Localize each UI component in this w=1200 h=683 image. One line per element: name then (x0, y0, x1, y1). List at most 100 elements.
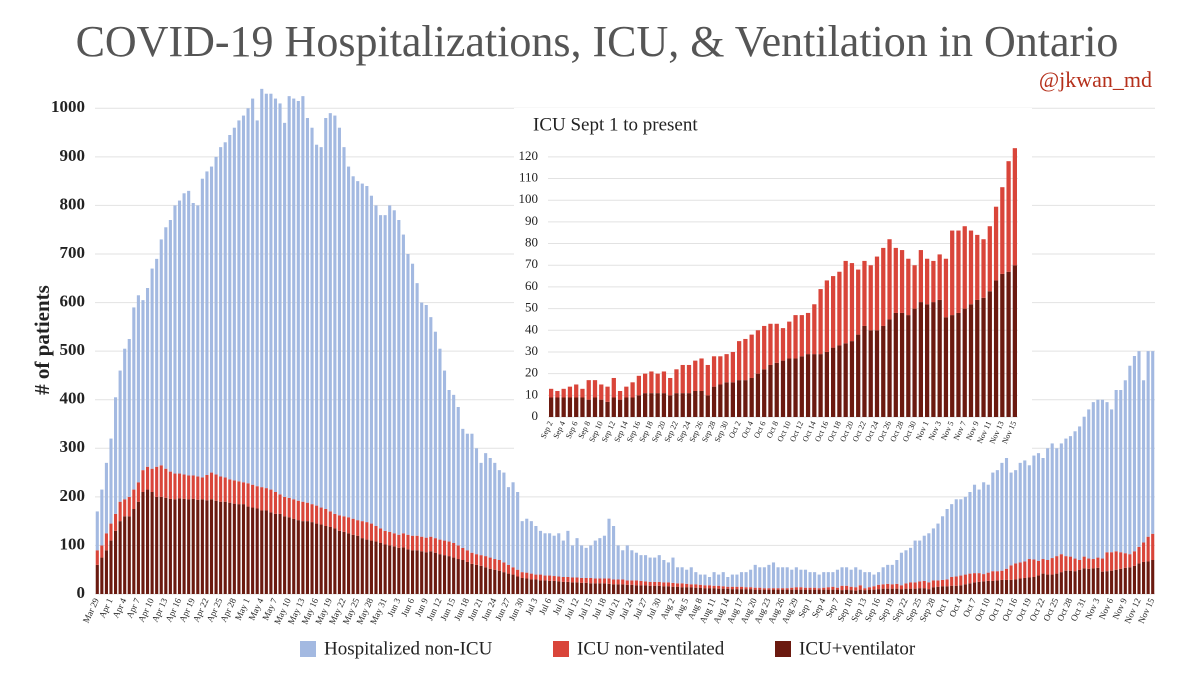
bar-segment (214, 474, 218, 501)
bar-segment (621, 579, 625, 585)
bar-segment (433, 552, 437, 594)
bar-segment (611, 377, 616, 398)
bar-segment (456, 407, 460, 546)
bar-segment (136, 482, 140, 502)
bar-segment (724, 354, 729, 383)
bar-segment (534, 579, 538, 594)
bar-segment (744, 587, 748, 590)
bar-segment (292, 499, 296, 519)
bar-segment (269, 93, 273, 490)
bar-segment (1132, 356, 1136, 552)
bar-segment (305, 502, 310, 522)
bar-segment (589, 583, 593, 594)
bar-segment (223, 501, 227, 594)
bar-segment (648, 581, 652, 586)
bar-segment (735, 586, 739, 590)
bar-segment (328, 113, 332, 512)
bar-segment (771, 562, 776, 589)
bar-segment (840, 585, 844, 591)
bar-segment (785, 589, 789, 594)
bar-segment (95, 511, 99, 551)
bar-segment (726, 577, 730, 587)
bar-segment (808, 589, 812, 594)
bar-segment (1004, 458, 1009, 569)
bar-segment (506, 564, 511, 574)
bar-segment (406, 549, 410, 594)
bar-segment (867, 589, 871, 594)
bar-segment (730, 351, 735, 383)
bar-segment (831, 586, 835, 590)
bar-segment (840, 590, 844, 594)
bar-segment (461, 560, 465, 594)
bar-segment (574, 384, 579, 398)
bar-segment (737, 380, 742, 417)
bar-segment (886, 588, 890, 594)
bar-segment (557, 576, 561, 582)
legend-swatch (300, 641, 316, 657)
bar-segment (534, 526, 538, 575)
bar-segment (561, 577, 565, 582)
y-tick-label: 0 (77, 583, 86, 602)
bar-segment (1137, 546, 1141, 564)
bar-segment (442, 555, 447, 594)
bar-segment (182, 498, 186, 594)
bar-segment (104, 533, 108, 551)
bar-segment (991, 472, 995, 572)
bar-segment (881, 325, 886, 417)
bar-segment (557, 581, 561, 594)
bar-segment (1055, 448, 1059, 557)
bar-segment (943, 317, 949, 417)
bar-segment (1027, 577, 1031, 594)
bar-segment (868, 265, 873, 331)
y-tick-label: 500 (60, 340, 86, 359)
bar-segment (479, 462, 483, 556)
bar-segment (1014, 563, 1018, 580)
bar-segment (817, 588, 821, 590)
bar-segment (534, 574, 538, 580)
bar-segment (982, 482, 986, 575)
bar-segment (383, 215, 387, 531)
bar-segment (950, 504, 954, 577)
bar-segment (1068, 436, 1073, 557)
bar-segment (114, 397, 118, 514)
bar-segment (1132, 551, 1136, 566)
bar-segment (1073, 431, 1077, 559)
bar-segment (401, 234, 405, 534)
bar-segment (717, 585, 721, 589)
bar-segment (862, 260, 867, 326)
bar-segment (1119, 390, 1123, 553)
bar-segment (739, 589, 744, 594)
bar-segment (1041, 458, 1045, 560)
bar-segment (538, 574, 543, 581)
bar-segment (644, 555, 648, 582)
bar-segment (586, 399, 591, 417)
bar-segment (968, 230, 974, 305)
bar-segment (1000, 462, 1004, 571)
bar-segment (744, 572, 748, 588)
bar-segment (607, 578, 611, 584)
y-tick-label: 50 (525, 300, 538, 315)
bar-segment (674, 393, 679, 417)
bar-segment (561, 581, 565, 594)
bar-segment (675, 567, 680, 584)
bar-segment (721, 586, 725, 589)
bar-segment (648, 585, 652, 594)
bar-segment (566, 577, 570, 582)
bar-segment (799, 569, 803, 588)
bar-segment (177, 498, 182, 594)
bar-segment (813, 572, 817, 588)
y-tick-label: 30 (525, 343, 538, 358)
bar-segment (470, 563, 474, 594)
bar-segment (342, 531, 346, 594)
bar-segment (191, 498, 195, 594)
bar-segment (817, 574, 821, 589)
bar-segment (1096, 399, 1100, 558)
bar-segment (711, 356, 717, 387)
bar-segment (278, 513, 282, 594)
bar-segment (991, 571, 995, 581)
bar-segment (429, 536, 433, 552)
bar-segment (954, 585, 958, 594)
bar-segment (822, 572, 826, 588)
bar-segment (845, 589, 849, 594)
bar-segment (520, 577, 524, 594)
